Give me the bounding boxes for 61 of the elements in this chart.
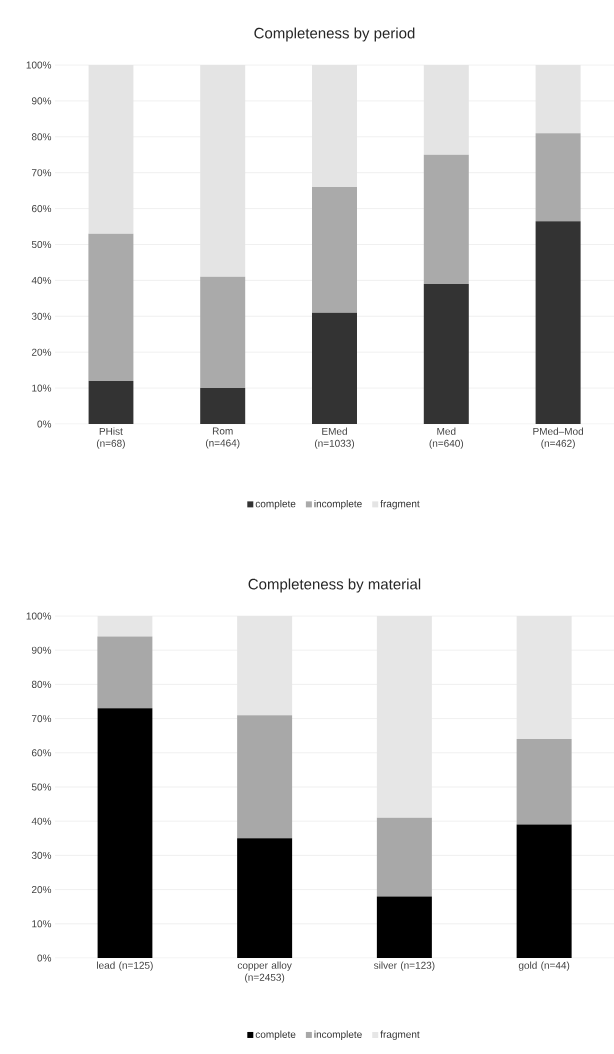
bar <box>376 896 432 958</box>
x-tick-label: gold (n=44) <box>518 961 570 971</box>
y-tick-label: 100% <box>26 61 52 69</box>
y-tick-label: 90% <box>31 97 52 105</box>
bar <box>516 615 572 740</box>
y-tick-label: 80% <box>31 133 52 141</box>
legend-label: incomplete <box>314 1030 362 1040</box>
bar <box>423 283 469 424</box>
y-tick-label: 80% <box>31 680 52 688</box>
y-tick-label: 40% <box>31 817 52 825</box>
x-tick-label: PMed–Mod (n=462) <box>533 427 584 449</box>
bar <box>237 715 293 839</box>
bar <box>312 187 357 313</box>
bar <box>97 636 153 709</box>
y-tick-label: 20% <box>31 348 52 356</box>
y-tick-label: 0% <box>37 954 52 962</box>
legend-label: complete <box>255 1030 296 1040</box>
bar <box>200 388 246 424</box>
bar <box>535 133 581 222</box>
bar <box>312 312 357 424</box>
y-tick-label: 30% <box>31 851 52 859</box>
bar <box>88 380 134 424</box>
y-tick-label: 70% <box>31 169 52 177</box>
x-tick-label: Rom (n=464) <box>205 427 240 449</box>
bar <box>516 824 572 958</box>
bar <box>200 276 246 389</box>
y-tick-label: 20% <box>31 886 52 894</box>
y-tick-label: 30% <box>31 312 52 320</box>
y-tick-label: 50% <box>31 240 52 249</box>
y-tick-label: 90% <box>31 646 52 654</box>
bar <box>535 221 581 424</box>
y-tick-label: 50% <box>31 783 52 791</box>
x-tick-label: silver (n=123) <box>373 961 435 971</box>
bar <box>423 154 469 284</box>
y-tick-label: 40% <box>31 276 52 284</box>
x-tick-label: lead (n=125) <box>97 961 153 971</box>
bar <box>237 838 293 958</box>
y-tick-label: 10% <box>32 920 52 928</box>
chart-title: Completeness by period <box>254 27 415 42</box>
bar <box>97 615 153 637</box>
legend-label: fragment <box>380 499 420 510</box>
legend-label: fragment <box>380 1030 420 1040</box>
x-tick-label: PHist (n=68) <box>96 427 125 449</box>
y-tick-label: 60% <box>31 749 52 757</box>
bar <box>237 615 293 716</box>
chart-title: Completeness by material <box>248 578 421 593</box>
bar <box>97 708 153 958</box>
y-tick-label: 60% <box>31 205 52 213</box>
x-tick-label: copper alloy (n=2453) <box>237 961 292 983</box>
bar <box>88 233 134 381</box>
legend-label: complete <box>255 499 296 510</box>
bar <box>376 817 432 897</box>
y-tick-label: 0% <box>37 420 52 428</box>
y-tick-label: 100% <box>26 612 52 620</box>
legend-label: incomplete <box>314 499 362 510</box>
y-tick-label: 70% <box>31 715 52 723</box>
y-tick-label: 10% <box>32 384 52 392</box>
x-tick-label: EMed (n=1033) <box>314 427 355 449</box>
bar <box>376 615 432 818</box>
x-tick-label: Med (n=640) <box>429 427 464 449</box>
bar <box>516 739 572 825</box>
